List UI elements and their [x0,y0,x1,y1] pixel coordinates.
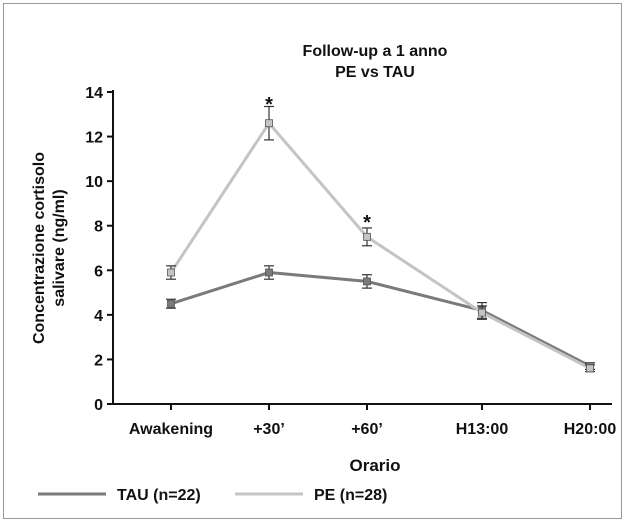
chart-frame [3,3,622,519]
data-point [265,119,273,128]
y-axis-label-line1: Concentrazione cortisolo [31,152,48,344]
series-line-0 [170,271,591,368]
significance-asterisk: * [363,212,371,234]
significance-asterisk: * [265,94,273,116]
y-tick-label: 2 [94,352,103,369]
data-point [167,299,175,308]
y-axis-label-line2: salivare (ng/ml) [51,189,68,306]
y-tick-label: 14 [85,85,103,102]
y-tick-label: 12 [85,130,103,147]
x-axis-label: Orario [349,456,400,475]
legend-tau-label: TAU (n=22) [117,487,201,504]
x-tick-label: +30’ [253,421,285,438]
x-tick-label: H13:00 [456,421,509,438]
y-tick-label: 10 [85,174,103,191]
data-point [265,268,273,277]
y-tick-label: 4 [94,308,103,325]
x-tick-label: Awakening [129,421,213,438]
data-point [363,277,371,286]
y-tick-label: 0 [94,397,103,414]
legend-pe-label: PE (n=28) [314,487,387,504]
chart-title: Follow-up a 1 anno [303,43,448,60]
x-tick-label: H20:00 [564,421,617,438]
data-point [167,268,175,277]
chart-subtitle: PE vs TAU [335,64,415,81]
data-point [363,232,371,241]
series-line-1 [169,121,591,370]
data-point [586,364,594,373]
y-tick-label: 6 [94,263,103,280]
data-point [478,308,486,317]
x-tick-label: +60’ [351,421,383,438]
y-tick-label: 8 [94,219,103,236]
